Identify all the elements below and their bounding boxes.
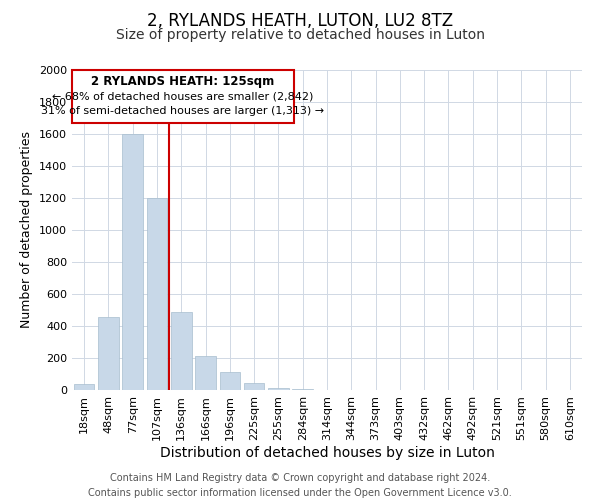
Bar: [292, 389, 313, 390]
Bar: [268, 388, 289, 390]
Text: 2, RYLANDS HEATH, LUTON, LU2 8TZ: 2, RYLANDS HEATH, LUTON, LU2 8TZ: [147, 12, 453, 30]
Bar: [195, 356, 216, 390]
Bar: [122, 134, 143, 390]
Bar: [98, 317, 119, 390]
Bar: [220, 372, 240, 390]
Bar: [74, 384, 94, 390]
Text: Size of property relative to detached houses in Luton: Size of property relative to detached ho…: [115, 28, 485, 42]
Text: 31% of semi-detached houses are larger (1,313) →: 31% of semi-detached houses are larger (…: [41, 106, 325, 116]
Bar: [244, 383, 265, 390]
Text: 2 RYLANDS HEATH: 125sqm: 2 RYLANDS HEATH: 125sqm: [91, 75, 275, 88]
FancyBboxPatch shape: [72, 70, 294, 123]
X-axis label: Distribution of detached houses by size in Luton: Distribution of detached houses by size …: [160, 446, 494, 460]
Bar: [171, 312, 191, 390]
Text: Contains HM Land Registry data © Crown copyright and database right 2024.
Contai: Contains HM Land Registry data © Crown c…: [88, 472, 512, 498]
Bar: [146, 198, 167, 390]
Text: ← 68% of detached houses are smaller (2,842): ← 68% of detached houses are smaller (2,…: [52, 92, 314, 102]
Y-axis label: Number of detached properties: Number of detached properties: [20, 132, 34, 328]
